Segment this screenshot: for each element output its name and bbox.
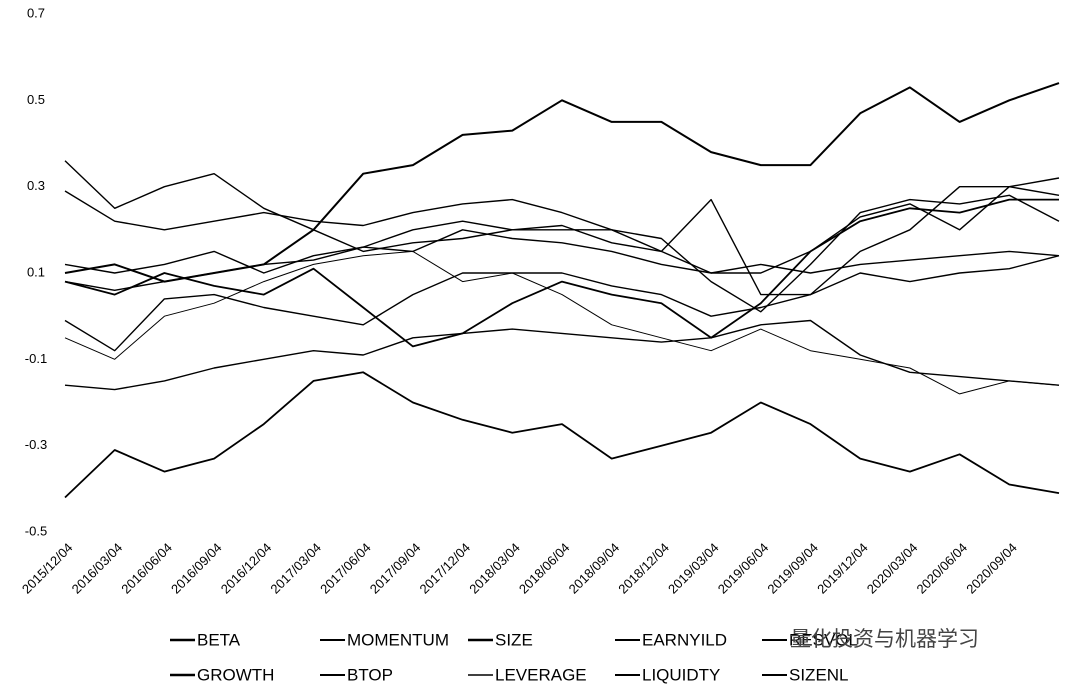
x-tick-label: 2018/12/04 (615, 540, 672, 597)
x-tick-label: 2017/12/04 (417, 540, 474, 597)
legend-label: BETA (197, 630, 241, 649)
x-tick-label: 2018/09/04 (566, 540, 623, 597)
legend-label: EARNYILD (642, 630, 727, 649)
y-tick-label: -0.3 (25, 437, 47, 452)
legend-label: MOMENTUM (347, 630, 449, 649)
y-tick-label: 0.3 (27, 178, 45, 193)
y-tick-label: -0.5 (25, 523, 47, 538)
x-tick-label: 2018/03/04 (466, 540, 523, 597)
x-tick-label: 2019/09/04 (764, 540, 821, 597)
x-tick-label: 2019/03/04 (665, 540, 722, 597)
y-tick-label: 0.5 (27, 92, 45, 107)
x-tick-label: 2017/03/04 (267, 540, 324, 597)
x-tick-label: 2017/06/04 (317, 540, 374, 597)
x-tick-label: 2019/12/04 (814, 540, 871, 597)
legend-label: SIZENL (789, 665, 849, 684)
legend-label: LEVERAGE (495, 665, 587, 684)
series-line (64, 371, 1060, 499)
series-line (64, 229, 1060, 274)
series-line (64, 194, 1060, 313)
series-line (64, 255, 1060, 352)
series-line (64, 319, 1060, 391)
x-tick-label: 2015/12/04 (19, 540, 76, 597)
x-tick-label: 2016/09/04 (168, 540, 225, 597)
series-line (64, 250, 1060, 395)
x-tick-label: 2018/06/04 (516, 540, 573, 597)
x-tick-label: 2016/03/04 (69, 540, 126, 597)
legend-label: BTOP (347, 665, 393, 684)
legend-label: RESVOL (789, 630, 858, 649)
x-tick-label: 2016/06/04 (118, 540, 175, 597)
watermark: 量化投资与机器学习 (790, 627, 979, 651)
x-tick-label: 2016/12/04 (218, 540, 275, 597)
x-tick-label: 2020/06/04 (914, 540, 971, 597)
x-tick-label: 2020/03/04 (864, 540, 921, 597)
y-tick-label: 0.7 (27, 5, 45, 20)
y-tick-label: -0.1 (25, 351, 47, 366)
series-line (64, 186, 1060, 296)
series-line (64, 198, 1059, 348)
x-tick-label: 2019/06/04 (715, 540, 772, 597)
x-tick-label: 2020/09/04 (963, 540, 1020, 597)
legend-label: SIZE (495, 630, 533, 649)
y-tick-label: 0.1 (27, 264, 45, 279)
series-line (64, 160, 1060, 274)
legend-label: LIQUIDTY (642, 665, 720, 684)
legend-label: GROWTH (197, 665, 274, 684)
x-tick-label: 2017/09/04 (367, 540, 424, 597)
